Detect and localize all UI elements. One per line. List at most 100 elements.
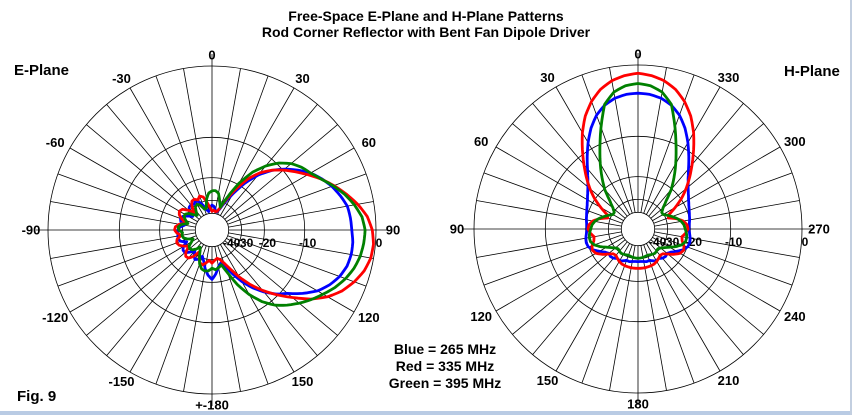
- angle-label: 300: [784, 134, 806, 149]
- grid-spoke: [495, 146, 624, 221]
- grid-spoke: [643, 244, 695, 384]
- legend-line-green: Green = 395 MHz: [388, 375, 502, 391]
- frequency-legend: Blue = 265 MHz Red = 335 MHz Green = 395…: [340, 341, 550, 392]
- grid-spoke: [69, 238, 198, 313]
- grid-spoke: [224, 240, 338, 336]
- grid-spoke: [555, 243, 630, 372]
- angle-label: 60: [362, 135, 376, 150]
- angle-label: 270: [808, 222, 830, 237]
- grid-spoke: [555, 86, 630, 215]
- angle-label: 150: [292, 374, 314, 389]
- grid-spoke: [69, 147, 198, 222]
- angle-label: 0: [634, 47, 641, 62]
- grid-ring: [194, 212, 230, 248]
- radial-db-label: -20: [685, 235, 703, 249]
- angle-label: 30: [540, 70, 554, 85]
- angle-label: -120: [42, 310, 68, 325]
- grid-spoke: [155, 245, 207, 385]
- radial-db-label: -40: [223, 236, 241, 250]
- grid-spoke: [50, 232, 196, 259]
- grid-spoke: [220, 244, 295, 373]
- grid-spoke: [217, 75, 269, 215]
- grid-spoke: [581, 244, 633, 384]
- grid-spoke: [106, 104, 202, 218]
- radial-db-label: 0: [802, 235, 809, 249]
- grid-spoke: [532, 241, 628, 355]
- pattern-curve-green: [587, 82, 689, 260]
- angle-label: 180: [627, 397, 649, 412]
- angle-label: 120: [470, 309, 492, 324]
- grid-spoke: [652, 146, 781, 221]
- grid-spoke: [640, 67, 667, 213]
- grid-ring: [159, 177, 265, 283]
- grid-ring: [118, 136, 306, 324]
- legend-line-blue: Blue = 265 MHz: [393, 341, 497, 357]
- chart-title: Free-Space E-Plane and H-Plane Patterns …: [0, 8, 852, 40]
- radial-db-label: -10: [299, 236, 317, 250]
- grid-spoke: [643, 74, 695, 214]
- pattern-curve-blue: [584, 91, 692, 263]
- grid-spoke: [50, 201, 196, 228]
- angle-label: 90: [450, 222, 464, 237]
- angle-label: 30: [295, 71, 309, 86]
- grid-spoke: [57, 235, 197, 287]
- grid-ring: [620, 211, 656, 247]
- grid-spoke: [220, 87, 295, 216]
- grid-spoke: [86, 240, 200, 336]
- polar-grid: [36, 54, 388, 406]
- grid-spoke: [609, 67, 636, 213]
- grid-spoke: [57, 173, 197, 225]
- grid-spoke: [476, 200, 622, 227]
- angle-label: -30: [112, 71, 131, 86]
- grid-spoke: [653, 234, 793, 286]
- radial-db-label: 0: [376, 236, 383, 250]
- grid-spoke: [228, 232, 374, 259]
- grid-spoke: [129, 87, 204, 216]
- e-plane-label: E-Plane: [14, 62, 70, 79]
- grid-spoke: [222, 242, 318, 356]
- grid-spoke: [495, 237, 624, 312]
- grid-spoke: [648, 241, 744, 355]
- angle-label: 120: [358, 310, 380, 325]
- pattern-curve-red: [580, 71, 696, 270]
- grid-spoke: [483, 172, 623, 224]
- radial-db-label: -20: [259, 236, 277, 250]
- angle-label: 330: [718, 70, 740, 85]
- grid-spoke: [155, 75, 207, 215]
- grid-spoke: [581, 74, 633, 214]
- grid-spoke: [654, 231, 800, 258]
- grid-spoke: [214, 246, 241, 392]
- grid-spoke: [654, 200, 800, 227]
- pattern-curve-green: [176, 161, 367, 307]
- grid-spoke: [648, 103, 744, 217]
- radial-db-label: -40: [649, 235, 667, 249]
- grid-spoke: [86, 124, 200, 220]
- grid-spoke: [106, 242, 202, 356]
- grid-spoke: [227, 173, 367, 225]
- grid-spoke: [227, 235, 367, 287]
- grid-spoke: [646, 243, 721, 372]
- grid-spoke: [228, 201, 374, 228]
- grid-spoke: [226, 238, 355, 313]
- angle-label: -90: [22, 223, 41, 238]
- grid-spoke: [183, 68, 210, 214]
- grid-spoke: [483, 234, 623, 286]
- right-border-strip: [850, 0, 852, 415]
- grid-spoke: [476, 231, 622, 258]
- grid-spoke: [653, 172, 793, 224]
- radial-db-label: -30: [236, 236, 254, 250]
- angle-label: -60: [46, 135, 65, 150]
- grid-spoke: [129, 244, 204, 373]
- grid-spoke: [650, 123, 764, 219]
- grid-spoke: [226, 147, 355, 222]
- grid-spoke: [646, 86, 721, 215]
- chart-title-line2: Rod Corner Reflector with Bent Fan Dipol…: [261, 24, 591, 40]
- angle-label: 240: [784, 309, 806, 324]
- grid-spoke: [650, 239, 764, 335]
- grid-ring: [608, 198, 669, 259]
- pattern-curve-blue: [176, 167, 355, 296]
- chart-title-line1: Free-Space E-Plane and H-Plane Patterns: [288, 8, 564, 24]
- grid-spoke: [224, 124, 338, 220]
- grid-spoke: [512, 123, 626, 219]
